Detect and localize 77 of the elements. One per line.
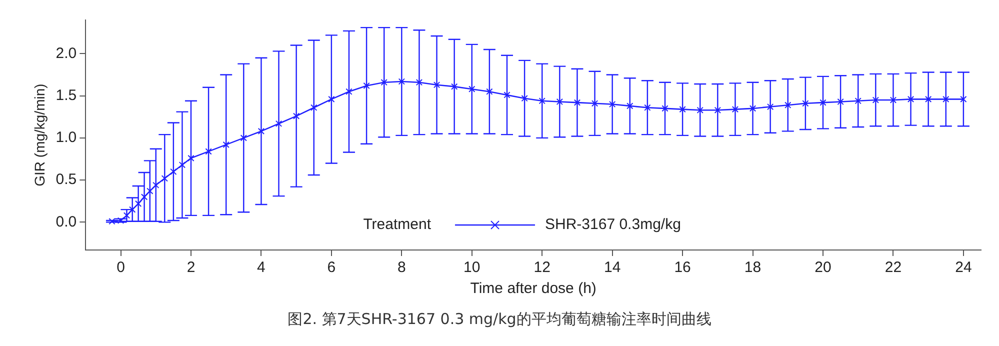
- point: [222, 141, 230, 148]
- point: [178, 162, 186, 168]
- point: [170, 168, 177, 175]
- point: [504, 92, 510, 98]
- point: [140, 194, 148, 200]
- point: [538, 98, 546, 104]
- x-tick-label: 8: [397, 259, 406, 276]
- y-tick-label: 2.0: [56, 44, 77, 62]
- point: [152, 182, 160, 188]
- point: [626, 102, 634, 110]
- point: [749, 105, 756, 112]
- point: [837, 98, 844, 106]
- point: [188, 154, 194, 162]
- point: [732, 106, 739, 113]
- point: [433, 82, 440, 88]
- point: [275, 120, 282, 127]
- point: [310, 104, 318, 111]
- point: [134, 200, 142, 207]
- point: [380, 79, 388, 86]
- point: [767, 103, 774, 110]
- y-tick-label: 1.5: [56, 86, 77, 104]
- y-tick-label: 1.0: [56, 129, 77, 146]
- point: [662, 105, 668, 112]
- point: [591, 100, 598, 107]
- point: [854, 98, 862, 104]
- point: [328, 96, 335, 103]
- y-tick-label: 0.5: [56, 171, 77, 188]
- point: [129, 206, 136, 213]
- point: [907, 96, 914, 103]
- point: [820, 99, 826, 106]
- x-axis-title: Time after dose (h): [470, 280, 596, 298]
- point: [468, 86, 476, 92]
- point: [872, 96, 879, 104]
- point: [802, 100, 809, 107]
- x-tick-label: 2: [186, 259, 196, 276]
- x-tick-label: 22: [884, 259, 902, 276]
- x-tick-label: 4: [257, 259, 266, 276]
- point: [521, 95, 528, 102]
- point: [205, 148, 212, 155]
- point: [146, 188, 154, 194]
- point: [784, 102, 792, 108]
- x-tick-label: 24: [955, 259, 972, 276]
- point: [679, 106, 686, 113]
- x-tick-label: 12: [534, 259, 550, 276]
- point: [942, 96, 950, 103]
- x-tick-label: 10: [464, 259, 480, 276]
- point: [714, 106, 721, 114]
- point: [696, 106, 704, 114]
- point: [890, 96, 897, 104]
- point: [346, 88, 352, 95]
- point: [161, 175, 168, 182]
- point: [556, 98, 563, 106]
- x-tick-label: 14: [604, 259, 621, 276]
- point: [292, 112, 300, 120]
- x-tick-label: 20: [814, 259, 832, 276]
- point: [258, 128, 265, 135]
- y-tick-label: 0.0: [56, 213, 77, 230]
- point: [960, 96, 967, 103]
- point: [240, 134, 247, 142]
- point: [925, 96, 932, 103]
- point: [416, 79, 423, 86]
- x-tick-label: 18: [744, 259, 762, 276]
- point: [644, 104, 651, 111]
- caption: 图2. 第7天SHR-3167 0.3 mg/kg的平均葡萄糖输注率时间曲线: [286, 310, 712, 329]
- x-tick-label: 6: [327, 259, 336, 276]
- point: [609, 100, 616, 108]
- point: [398, 78, 405, 85]
- point: [574, 99, 581, 106]
- x-tick-label: 16: [674, 259, 691, 276]
- x-tick-label: 0: [116, 259, 125, 276]
- text: SHR-3167 0.3mg/kg: [545, 216, 681, 233]
- point: [450, 83, 458, 90]
- point: [363, 82, 370, 90]
- point: [108, 218, 116, 225]
- legend-title: Treatment: [363, 216, 432, 233]
- y-axis-title: GIR (mg/kg/min): [31, 84, 48, 186]
- point: [486, 88, 493, 95]
